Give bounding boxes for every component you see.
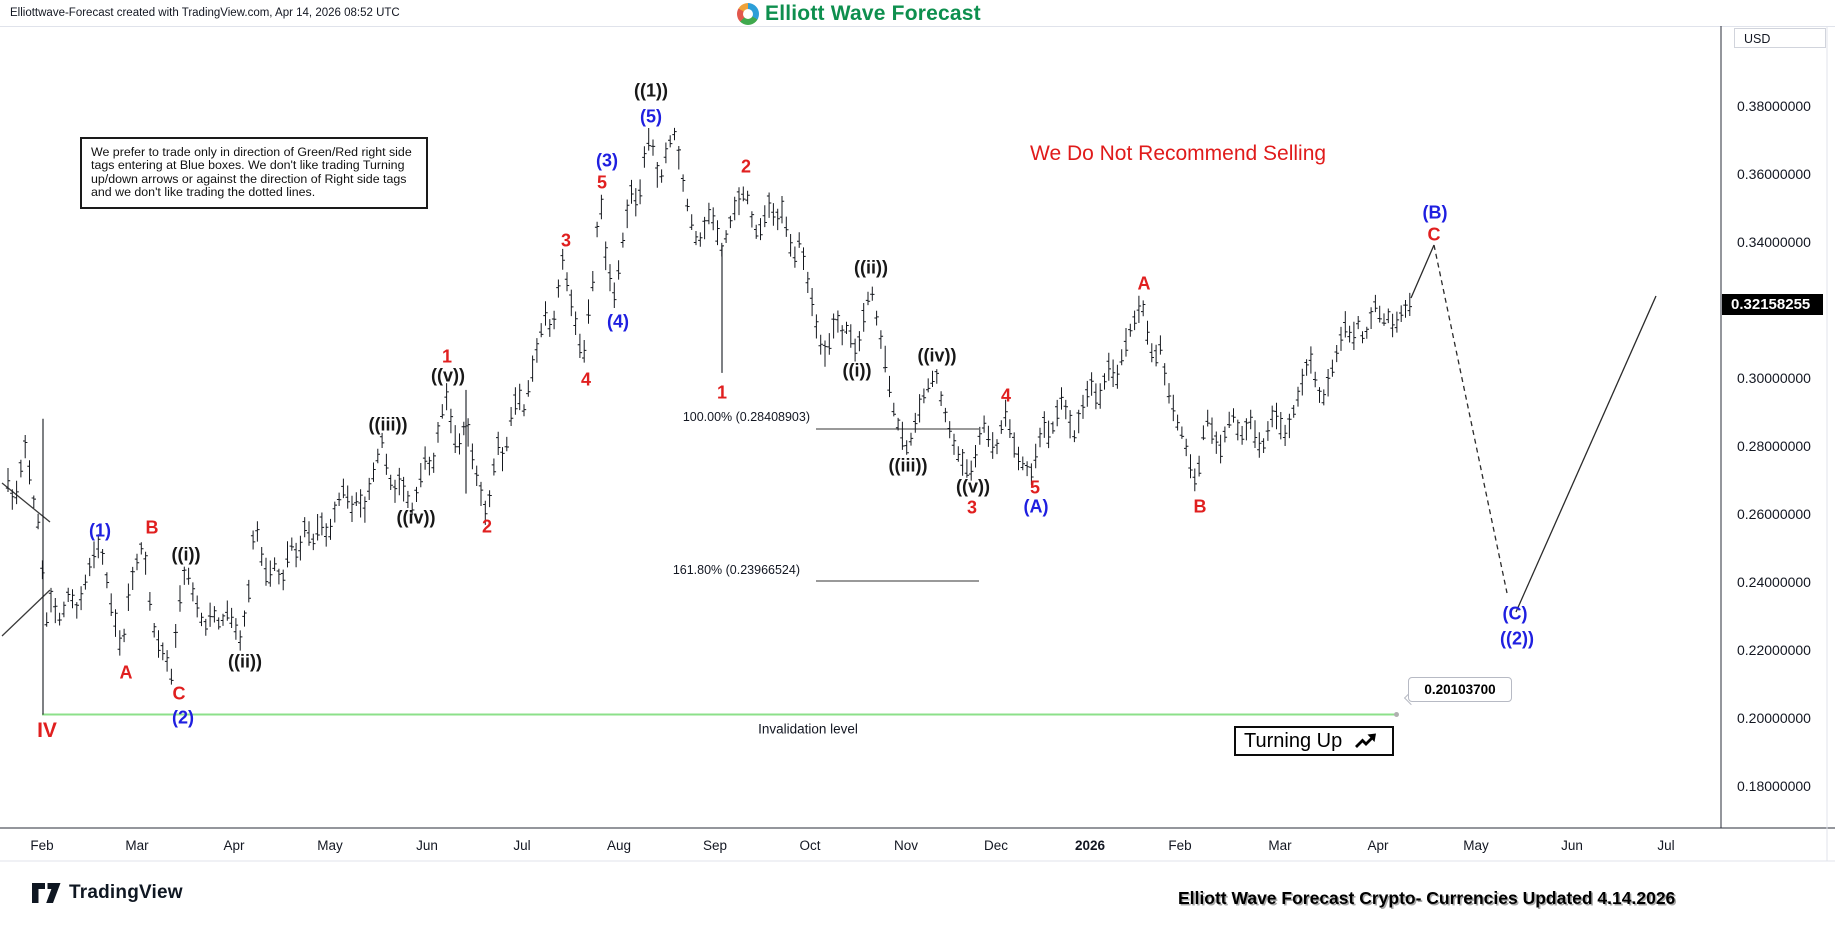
trading-note-box[interactable]: We prefer to trade only in direction of …: [80, 137, 428, 209]
tradingview-logo[interactable]: TradingView: [32, 882, 183, 904]
chart-line: [1, 589, 51, 637]
elliott-wave-forecast-logo-text: Elliott Wave Forecast: [765, 1, 981, 25]
elliott-wave-forecast-logo-icon: [737, 2, 759, 25]
tradingview-logo-mark-icon: [32, 883, 62, 903]
ohlc-bars: [5, 127, 1412, 685]
chart-line: [1515, 295, 1657, 613]
currency-axis-box[interactable]: USD: [1734, 28, 1826, 48]
invalidation-price-text: 0.20103700: [1424, 682, 1496, 697]
chart-line: [1, 482, 51, 523]
turning-up-label: Turning Up: [1244, 729, 1343, 752]
invalidation-level-label: Invalidation level: [758, 721, 858, 737]
chart-attribution-text: Elliottwave-Forecast created with Tradin…: [10, 7, 400, 19]
callout-anchor-dot: [1394, 712, 1399, 717]
no-sell-warning-text: We Do Not Recommend Selling: [1030, 142, 1327, 165]
elliott-wave-forecast-logo: Elliott Wave Forecast: [737, 2, 981, 25]
invalidation-price-callout[interactable]: 0.20103700: [1408, 677, 1512, 702]
chart-line: [1410, 244, 1435, 299]
trending-up-arrow-icon: [1354, 732, 1378, 750]
turning-up-box[interactable]: Turning Up: [1234, 726, 1394, 756]
tradingview-logo-text: TradingView: [69, 882, 183, 903]
trading-note-text: We prefer to trade only in direction of …: [91, 145, 412, 200]
chart-header: Elliottwave-Forecast created with Tradin…: [0, 0, 1835, 27]
chart-line: [1433, 244, 1508, 594]
current-price-badge: 0.32158255: [1722, 294, 1823, 315]
report-title: Elliott Wave Forecast Crypto- Currencies…: [1178, 888, 1676, 908]
